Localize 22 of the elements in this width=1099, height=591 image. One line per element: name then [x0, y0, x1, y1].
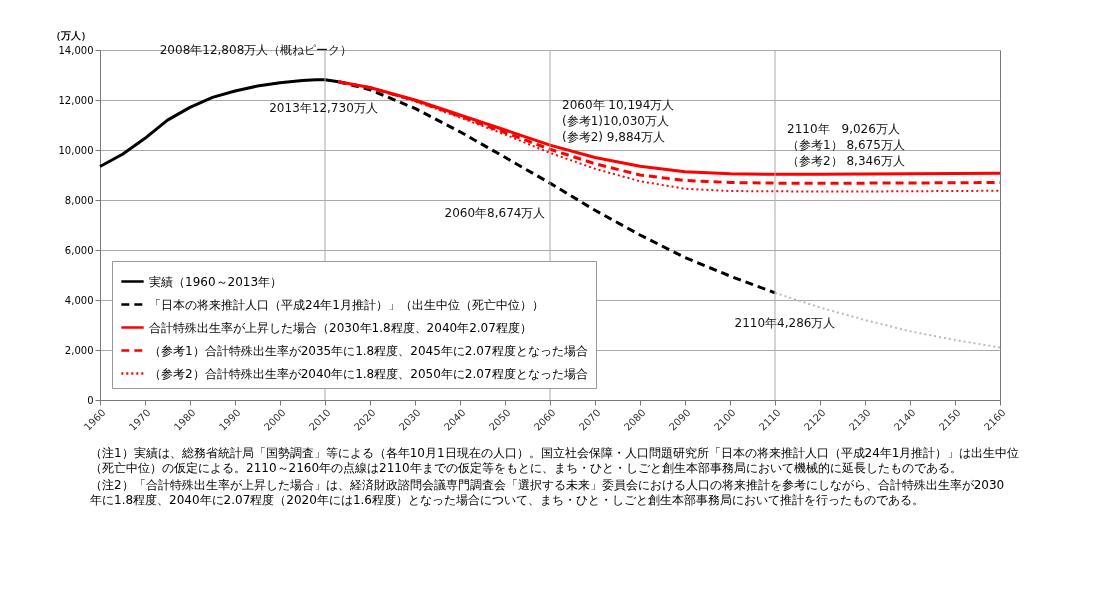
y-tick-label: 10,000 — [58, 144, 94, 156]
y-axis-title: （万人） — [50, 29, 91, 41]
y-tick-label: 2,000 — [64, 344, 94, 356]
y-tick-label: 14,000 — [58, 44, 94, 56]
legend-label: 実績（1960～2013年） — [149, 274, 283, 289]
legend-label: （参考2）合計特殊出生率が2040年に1.8程度、2050年に2.07程度となった場合 — [149, 366, 588, 381]
y-tick-label: 6,000 — [64, 244, 94, 256]
legend-label: 合計特殊出生率が上昇した場合（2030年1.8程度、2040年2.07程度） — [149, 320, 532, 335]
legend-label: （参考1）合計特殊出生率が2035年に1.8程度、2045年に2.07程度となった場合 — [149, 343, 588, 358]
annotation: 2110年 9,026万人（参考1） 8,675万人（参考2） 8,346万人 — [787, 122, 905, 169]
legend-label: 「日本の将来推計人口（平成24年1月推計）」（出生中位（死亡中位）） — [149, 297, 544, 312]
y-tick-label: 0 — [87, 394, 94, 406]
annotation: 2060年8,674万人 — [444, 206, 546, 221]
text: （注1）実績は、総務省統計局「国勢調査」等による（各年10月1日現在の人口）。国立社会保障・人口問題研究所「日本の将来推計人口（平成24年1月推計）」は出生中位（死亡中位）の仮定による。2110～2160年の点線は2110年までの仮定等をもとに、まち・ひと・しごと創生本部事務局において機械的に延長したものである。 — [90, 446, 1020, 475]
y-tick-label: 12,000 — [58, 94, 94, 106]
y-tick-label: 8,000 — [64, 194, 94, 206]
annotation: 2013年12,730万人 — [269, 100, 378, 115]
annotation: 2110年4,286万人 — [734, 315, 836, 330]
annotation: 2008年12,808万人（概ねピーク） — [159, 42, 353, 57]
text: （注2）「合計特殊出生率が上昇した場合」は、経済財政諮問会議専門調査会「選択する未来」委員会における人口の将来推計を参考にしながら、合計特殊出生率が2030年に1.8程度、2040年に2.07程度（2020年には1.6程度）となった場合について、まち・ひと・しごと創生本部事務局において推計を行ったものである。 — [90, 478, 1005, 507]
y-tick-label: 4,000 — [64, 294, 94, 306]
annotation: 2060年 10,194万人 (参考1)10,030万人 (参考2) 9,884万人 — [562, 98, 675, 145]
